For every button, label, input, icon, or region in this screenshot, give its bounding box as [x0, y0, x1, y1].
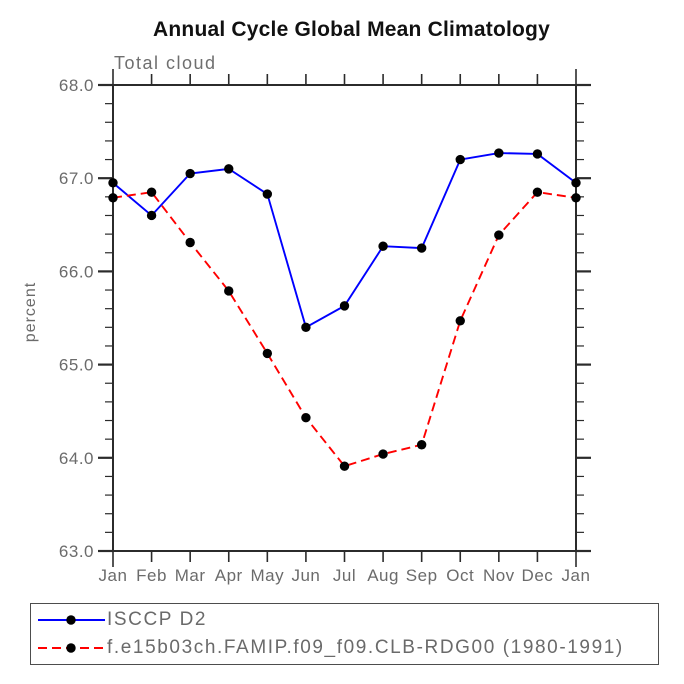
- data-point-marker: [455, 154, 465, 165]
- y-axis-ticks: 68.0 67.0 66.0 65.0 64.0 63.0: [59, 76, 591, 561]
- chart-subtitle: Total cloud: [114, 53, 217, 73]
- data-point-marker: [146, 187, 157, 197]
- data-point-marker: [301, 322, 311, 333]
- data-point-marker: [301, 413, 311, 423]
- chart-title: Annual Cycle Global Mean Climatology: [153, 18, 550, 41]
- data-point-marker: [532, 187, 543, 197]
- y-tick-label: 63.0: [59, 542, 94, 561]
- series-line-1: [112, 191, 577, 468]
- x-tick-label: Apr: [215, 566, 243, 585]
- data-point-marker: [262, 348, 273, 359]
- x-tick-label: Sep: [406, 566, 438, 585]
- x-tick-label: May: [251, 566, 285, 585]
- series-1: [108, 187, 581, 471]
- legend-label-isccp: ISCCP D2: [107, 609, 208, 630]
- data-point-marker: [262, 189, 273, 199]
- x-tick-label: Nov: [483, 566, 515, 585]
- data-point-marker: [339, 301, 350, 311]
- data-point-marker: [532, 149, 543, 159]
- series-line-0: [112, 152, 577, 329]
- x-tick-label: Jul: [333, 566, 356, 585]
- x-tick-label: Jun: [291, 566, 320, 585]
- data-point-marker: [185, 237, 195, 248]
- data-point-marker: [455, 316, 465, 326]
- data-point-marker: [378, 241, 388, 251]
- data-point-marker: [185, 168, 195, 179]
- x-tick-label: Feb: [136, 566, 167, 585]
- data-point-marker: [571, 193, 581, 203]
- legend-solid-line-icon: [38, 615, 105, 625]
- data-point-marker: [378, 449, 388, 459]
- y-tick-label: 64.0: [59, 449, 94, 468]
- data-point-marker: [224, 164, 234, 174]
- legend-label-model: f.e15b03ch.FAMIP.f09_f09.CLB-RDG00 (1980…: [107, 637, 624, 658]
- data-point-marker: [416, 243, 427, 253]
- data-point-marker: [494, 148, 504, 158]
- x-axis-ticks: Jan Feb Mar Apr May Jun Jul Aug Sep Oct Nov Dec Jan: [99, 69, 591, 585]
- x-tick-label: Dec: [522, 566, 554, 585]
- y-tick-label: 68.0: [59, 76, 94, 95]
- legend-item-model: f.e15b03ch.FAMIP.f09_f09.CLB-RDG00 (1980…: [37, 634, 658, 662]
- data-point-marker: [224, 286, 234, 296]
- x-tick-label: Aug: [367, 566, 399, 585]
- data-point-marker: [108, 193, 118, 203]
- data-point-marker: [494, 230, 504, 240]
- data-point-marker: [108, 178, 118, 188]
- x-tick-label: Jan: [562, 566, 591, 585]
- data-point-marker: [146, 210, 157, 221]
- y-tick-label: 66.0: [59, 262, 94, 281]
- series-0: [108, 148, 581, 333]
- data-point-marker: [571, 178, 581, 188]
- y-tick-label: 65.0: [59, 356, 94, 375]
- legend-dashed-line-icon: [38, 643, 105, 653]
- legend-box: ISCCP D2 f.e15b03ch.FAMIP.f09_f09.CLB-RD…: [30, 603, 659, 665]
- legend-item-isccp: ISCCP D2: [37, 606, 658, 634]
- data-point-marker: [416, 440, 427, 450]
- data-point-marker: [339, 461, 350, 471]
- y-tick-label: 67.0: [59, 169, 94, 188]
- x-tick-label: Mar: [175, 566, 206, 585]
- legend-marker-icon: [66, 615, 76, 625]
- x-tick-label: Jan: [99, 566, 128, 585]
- axes-frame: [112, 84, 577, 552]
- legend-marker-icon: [66, 643, 76, 653]
- x-tick-label: Oct: [446, 566, 474, 585]
